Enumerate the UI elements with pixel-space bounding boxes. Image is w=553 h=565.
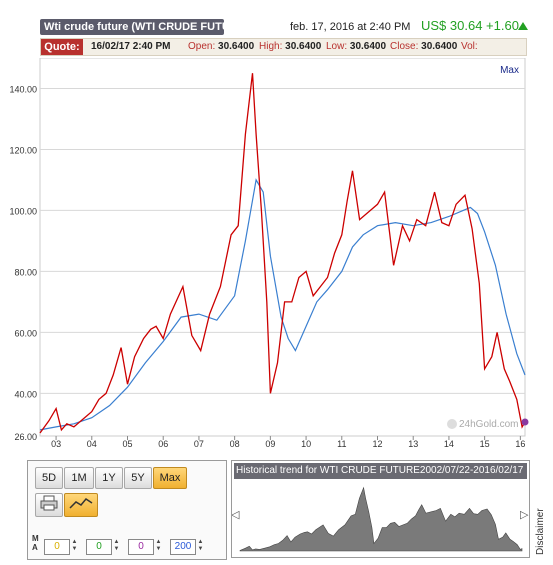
y-tick-label: 140.00	[9, 84, 37, 94]
right-handle-icon[interactable]: ▷	[520, 509, 529, 521]
quote-label: Quote:	[41, 39, 83, 55]
ma-stepper-1[interactable]: ▲ ▼	[71, 539, 78, 552]
ma-input-3[interactable]: 0	[128, 539, 154, 555]
x-tick-label: 15	[480, 439, 490, 449]
printer-icon	[40, 495, 58, 511]
y-tick-label: 120.00	[9, 145, 37, 155]
line-chart-icon	[69, 498, 93, 509]
ma-stepper-4[interactable]: ▲ ▼	[197, 539, 204, 552]
quote-close: Close: 30.6400	[390, 41, 458, 52]
chart-title: Wti crude future (WTI CRUDE FUTURE	[40, 19, 224, 35]
last-price-point	[521, 418, 529, 426]
x-tick-label: 10	[301, 439, 311, 449]
y-tick-label: 60.00	[14, 328, 37, 338]
up-arrow-icon	[518, 22, 528, 30]
plot-area	[39, 58, 526, 437]
disclaimer-link[interactable]: Disclaimer	[535, 508, 546, 555]
y-tick-label: 80.00	[14, 267, 37, 277]
ma-input-4[interactable]: 200	[170, 539, 196, 555]
quote-bar: Quote: 16/02/17 2:40 PM Open: 30.6400 Hi…	[40, 38, 527, 56]
ma-input-2[interactable]: 0	[86, 539, 112, 555]
period-1m-button[interactable]: 1M	[64, 467, 94, 489]
x-tick-label: 11	[337, 439, 346, 449]
history-panel: Historical trend for WTI CRUDE FUTURE200…	[231, 460, 530, 558]
period-max-button[interactable]: Max	[153, 467, 187, 489]
x-tick-label: 13	[408, 439, 418, 449]
watermark: 24hGold.com	[459, 419, 518, 430]
history-area	[239, 486, 523, 552]
period-5d-button[interactable]: 5D	[35, 467, 63, 489]
period-5y-button[interactable]: 5Y	[124, 467, 152, 489]
header-price: US$ 30.64 +1.60	[421, 18, 519, 33]
period-label: Max	[500, 65, 519, 76]
period-1y-button[interactable]: 1Y	[95, 467, 123, 489]
x-tick-label: 09	[265, 439, 275, 449]
price-chart: Max 26.00 40.00 60.00 80.00 100.00 120.00 140.…	[9, 58, 529, 449]
x-tick-label: 14	[444, 439, 454, 449]
watermark-icon	[447, 419, 457, 429]
ma-stepper-2[interactable]: ▲ ▼	[113, 539, 120, 552]
x-tick-label: 03	[51, 439, 61, 449]
history-overview-chart[interactable]: ◁ ▷	[232, 461, 529, 557]
x-tick-label: 06	[158, 439, 168, 449]
y-tick-label: 26.00	[14, 432, 37, 442]
x-tick-label: 04	[87, 439, 97, 449]
x-tick-label: 12	[372, 439, 382, 449]
print-button[interactable]	[35, 493, 63, 517]
header-datetime: feb. 17, 2016 at 2:40 PM	[290, 21, 411, 33]
quote-open: Open: 30.6400	[188, 41, 255, 52]
history-title: Historical trend for WTI CRUDE FUTURE200…	[234, 463, 527, 479]
x-tick-label: 07	[194, 439, 204, 449]
x-tick-label: 05	[122, 439, 132, 449]
y-tick-label: 100.00	[9, 206, 37, 216]
y-tick-label: 40.00	[14, 389, 37, 399]
quote-low: Low: 30.6400	[326, 41, 387, 52]
ma-input-1[interactable]: 0	[44, 539, 70, 555]
quote-high: High: 30.6400	[259, 41, 322, 52]
quote-vol: Vol:	[461, 41, 478, 52]
quote-datetime: 16/02/17 2:40 PM	[91, 41, 171, 52]
chart-type-button[interactable]	[64, 493, 98, 517]
x-tick-label: 16	[515, 439, 525, 449]
price-series-line	[39, 73, 526, 434]
moving-average-line	[39, 178, 526, 431]
ma-stepper-3[interactable]: ▲ ▼	[155, 539, 162, 552]
x-tick-label: 08	[230, 439, 240, 449]
left-handle-icon[interactable]: ◁	[232, 509, 240, 521]
